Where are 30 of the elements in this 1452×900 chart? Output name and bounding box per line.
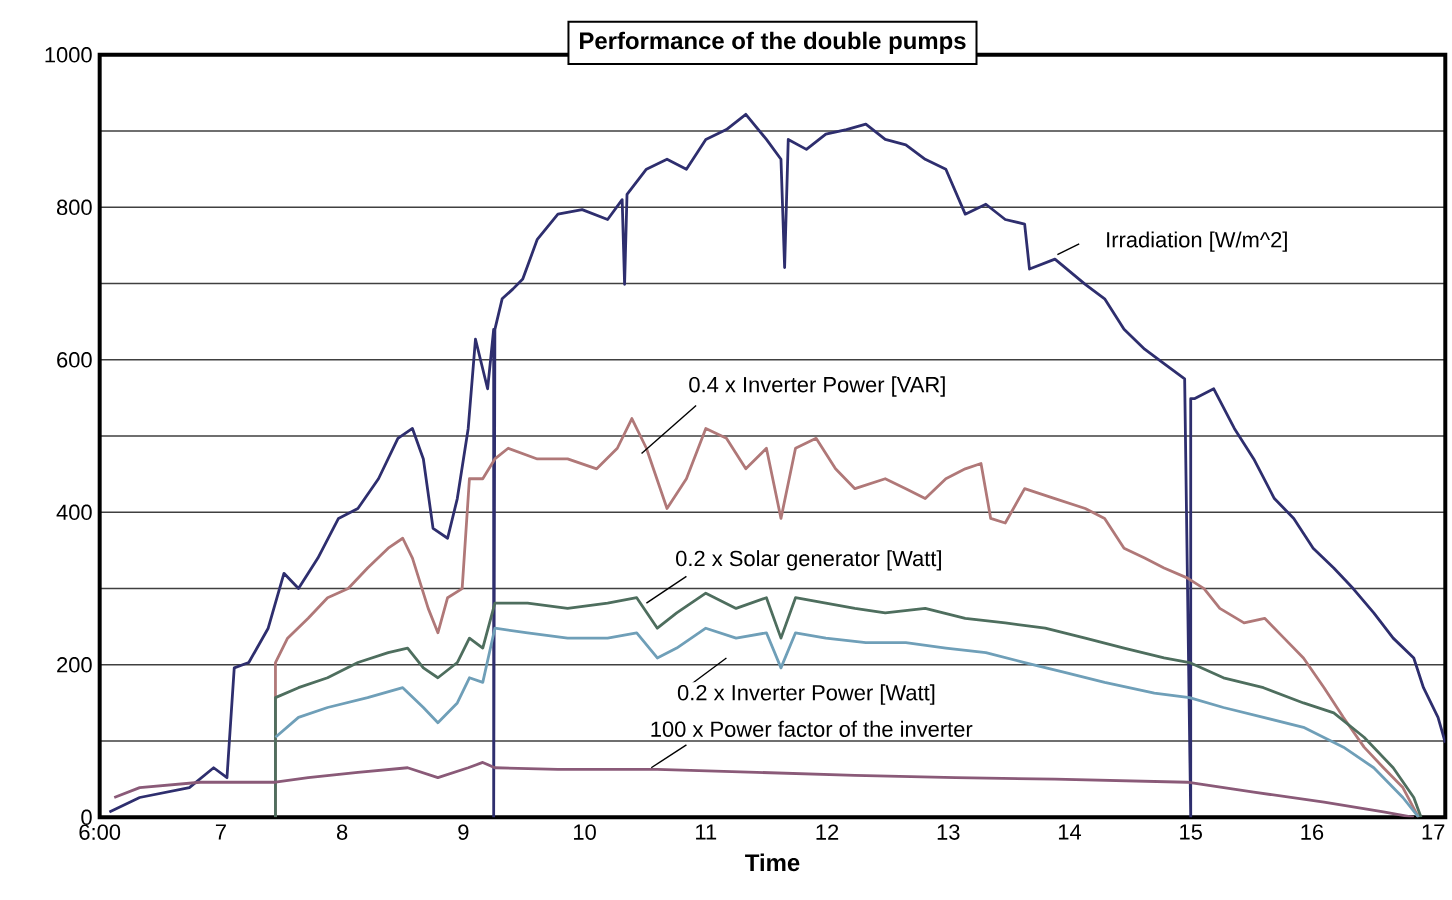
series-label: Irradiation [W/m^2] [1107,231,1287,252]
y-tick-label: 400 [56,504,92,521]
y-tick-label: 0 [81,809,92,826]
x-tick-label: 14 [1058,824,1082,840]
x-tick-label: 16 [1301,824,1324,840]
line-series [274,591,1423,818]
x-tick-label: 8 [336,824,348,840]
y-tick-label: 800 [56,199,92,216]
series-label: 0.4 x Inverter Power [VAR] [689,376,945,397]
x-axis-title: Time [745,853,800,872]
line-series [107,112,1446,818]
line-series [274,417,1421,818]
y-tick-label: 1000 [45,47,92,63]
y-tick-label: 200 [57,657,92,673]
x-tick-label: 13 [937,824,960,840]
series-label: 0.2 x Inverter Power [Watt] [677,684,935,705]
y-tick-label: 600 [57,352,92,368]
line-series [274,626,1421,818]
x-tick-label: 12 [816,824,839,840]
x-tick-label: 6:00 [79,824,121,840]
chart-title: Performance of the double pumps [580,31,966,54]
x-tick-label: 15 [1180,824,1202,840]
x-tick-label: 11 [696,824,717,840]
x-tick-label: 7 [215,824,226,840]
series-label: 100 x Power factor of the inverter [651,720,973,737]
x-tick-label: 17 [1422,824,1445,840]
x-tick-label: 10 [574,824,596,840]
line-series [112,761,1416,818]
series-label: 0.2 x Solar generator [Watt] [676,550,941,571]
x-tick-label: 9 [458,824,469,840]
